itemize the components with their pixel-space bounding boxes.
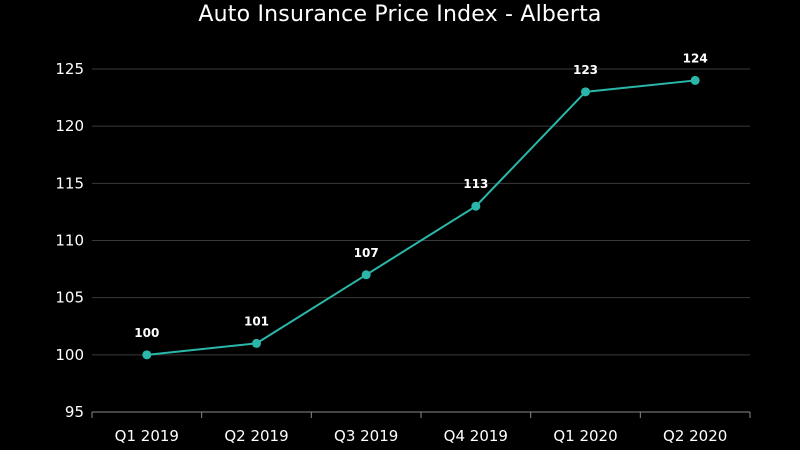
series-line: [146, 79, 696, 356]
chart-title: Auto Insurance Price Index - Alberta: [198, 2, 602, 27]
data-label: 113: [463, 177, 488, 191]
data-point: [471, 201, 481, 211]
data-label: 124: [683, 51, 708, 65]
x-tick-label: Q1 2019: [115, 427, 179, 445]
data-point: [252, 338, 261, 348]
data-point: [581, 87, 590, 97]
y-tick-label: 125: [55, 60, 84, 78]
y-tick-label: 95: [65, 403, 84, 421]
y-tick-label: 105: [55, 289, 84, 307]
x-tick-label: Q1 2020: [553, 427, 617, 445]
y-tick-label: 120: [55, 117, 84, 135]
data-point: [142, 350, 152, 360]
y-tick-label: 110: [55, 232, 84, 250]
x-tick-label: Q2 2019: [224, 427, 288, 445]
y-tick-label: 115: [55, 174, 84, 192]
data-point: [690, 75, 700, 85]
x-tick-label: Q3 2019: [334, 427, 398, 445]
data-label: 101: [244, 314, 269, 328]
x-tick-label: Q4 2019: [444, 427, 508, 445]
y-tick-label: 100: [55, 346, 84, 364]
data-label: 123: [573, 63, 598, 77]
data-label: 100: [134, 326, 159, 340]
data-point: [361, 270, 371, 280]
data-label: 107: [354, 246, 379, 260]
x-tick-label: Q2 2020: [663, 427, 727, 445]
